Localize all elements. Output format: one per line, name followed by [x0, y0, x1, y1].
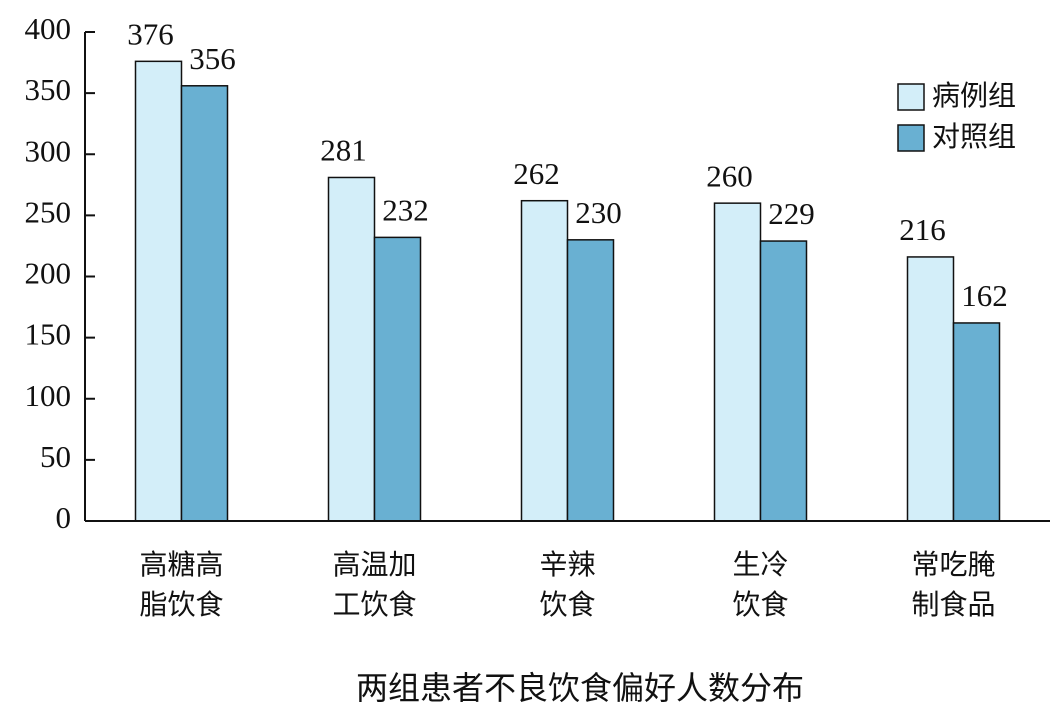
- y-tick-label: 50: [40, 439, 71, 474]
- x-tick-line: 辛辣: [539, 548, 595, 581]
- x-tick-line: 生冷: [732, 548, 788, 581]
- x-tick-line: 高糖高: [139, 548, 223, 581]
- bar: [952, 322, 1001, 522]
- x-tick-line: 制食品: [911, 588, 995, 621]
- legend-label: 对照组: [932, 120, 1016, 153]
- bar: [566, 239, 615, 522]
- data-label: 356: [189, 41, 236, 76]
- legend-swatch: [897, 124, 925, 152]
- data-label: 260: [706, 158, 753, 193]
- legend-swatch: [897, 83, 925, 111]
- x-tick-line: 工饮食: [332, 588, 416, 621]
- x-tick-line: 常吃腌: [911, 548, 995, 581]
- bar: [134, 60, 183, 522]
- y-tick-label: 200: [25, 256, 72, 291]
- data-label: 229: [768, 196, 815, 231]
- data-label: 216: [899, 212, 946, 247]
- x-tick-label: 高温加工饮食: [332, 548, 416, 621]
- y-tick-label: 100: [25, 378, 72, 413]
- data-label: 162: [961, 278, 1008, 313]
- data-label: 230: [575, 195, 622, 230]
- chart-title: 两组患者不良饮食偏好人数分布: [356, 669, 804, 707]
- bar: [180, 85, 229, 522]
- x-tick-line: 高温加: [332, 548, 416, 581]
- y-tick-label: 150: [25, 317, 72, 352]
- y-tick-label: 300: [25, 133, 72, 168]
- data-label: 281: [320, 133, 367, 168]
- bar: [759, 240, 808, 522]
- data-label: 376: [127, 16, 174, 51]
- y-tick-label: 400: [25, 11, 72, 46]
- bar: [906, 256, 955, 522]
- bar: [327, 176, 376, 522]
- y-tick-label: 350: [25, 72, 72, 107]
- y-tick-label: 250: [25, 194, 72, 229]
- x-tick-label: 常吃腌制食品: [911, 548, 995, 621]
- data-label: 262: [513, 156, 560, 191]
- data-label: 232: [382, 192, 429, 227]
- x-tick-line: 脂饮食: [139, 588, 223, 621]
- x-tick-label: 高糖高脂饮食: [139, 548, 223, 621]
- y-tick-label: 0: [56, 500, 72, 535]
- bar: [373, 236, 422, 522]
- x-tick-label: 生冷饮食: [732, 548, 788, 621]
- legend-label: 病例组: [932, 79, 1016, 112]
- x-tick-line: 饮食: [539, 588, 595, 621]
- x-tick-line: 饮食: [732, 588, 788, 621]
- bar: [713, 202, 762, 522]
- x-tick-label: 辛辣饮食: [539, 548, 595, 621]
- bar: [520, 199, 569, 522]
